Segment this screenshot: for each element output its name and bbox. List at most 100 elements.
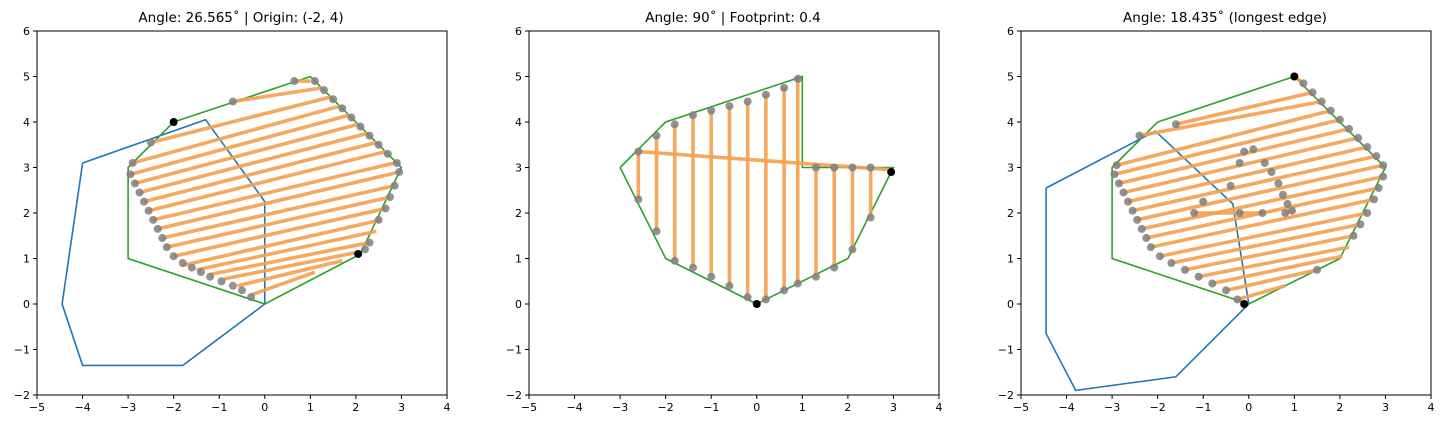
plot-area (619, 74, 896, 308)
waypoint-point (1235, 209, 1244, 217)
sweep-path-segment (250, 270, 316, 297)
x-tick-label: 0 (753, 401, 760, 414)
rotated-polygon-line (1045, 130, 1250, 392)
waypoint-point (146, 138, 155, 147)
waypoint-point (1374, 183, 1383, 192)
x-tick-label: −2 (166, 401, 182, 414)
y-tick-label: 0 (1007, 298, 1014, 311)
waypoint-point (247, 293, 256, 302)
waypoint-point (1190, 209, 1199, 217)
sweep-path-segment (1139, 99, 1322, 138)
sweep-path-segment (223, 249, 361, 281)
x-tick-label: 0 (1245, 401, 1252, 414)
waypoint-point (1119, 188, 1128, 197)
waypoint-point (1370, 195, 1379, 204)
y-tick-label: 5 (515, 71, 522, 84)
waypoint-point (1146, 243, 1155, 252)
x-tick-label: −5 (521, 401, 537, 414)
endpoint-marker (1290, 72, 1299, 81)
x-tick-label: −2 (658, 401, 674, 414)
y-tick-label: −2 (14, 389, 30, 402)
sweep-path-segment (132, 104, 341, 165)
waypoint-point (725, 102, 734, 111)
endpoint-marker (169, 118, 178, 126)
waypoint-point (689, 263, 697, 272)
sweep-path-segment (134, 122, 359, 186)
x-tick-label: 2 (352, 401, 359, 414)
y-tick-label: −1 (14, 344, 30, 357)
y-tick-label: 6 (515, 25, 522, 38)
waypoint-point (1235, 158, 1244, 167)
endpoint-marker (354, 249, 363, 258)
x-tick-label: −5 (1013, 401, 1029, 414)
x-tick-label: 1 (307, 401, 314, 414)
y-tick-label: 4 (515, 116, 522, 129)
waypoint-point (197, 268, 205, 277)
waypoint-point (1208, 279, 1217, 288)
x-tick-label: −1 (211, 401, 227, 414)
waypoint-point (1267, 168, 1276, 177)
x-tick-label: 3 (1382, 401, 1389, 414)
waypoint-point (135, 188, 144, 197)
waypoint-point (169, 252, 178, 261)
sweep-path-segment (157, 170, 400, 231)
subplot-2-title: Angle: 90˚ | Footprint: 0.4 (645, 9, 820, 26)
waypoint-point (812, 163, 820, 172)
waypoint-point (1349, 231, 1358, 240)
waypoint-point (217, 277, 226, 286)
waypoint-point (761, 295, 770, 304)
waypoint-point (140, 197, 149, 206)
waypoint-point (1194, 272, 1203, 281)
sweep-path-segment (1127, 145, 1368, 204)
waypoint-point (1345, 124, 1353, 133)
waypoint-point (1326, 106, 1335, 115)
waypoint-point (149, 215, 158, 224)
waypoint-point (238, 286, 246, 295)
waypoint-point (1142, 234, 1151, 243)
waypoint-point (158, 234, 167, 243)
subplot-1: Angle: 26.565˚ | Origin: (-2, 4) −5 −4 −3 −… (14, 9, 451, 414)
x-tick-label: −4 (74, 401, 90, 414)
plot-area (61, 75, 404, 367)
y-tick-label: 0 (515, 298, 522, 311)
waypoint-point (634, 195, 643, 204)
waypoint-point (670, 120, 679, 129)
waypoint-point (126, 170, 135, 179)
waypoint-point (1278, 190, 1287, 199)
sweep-path-segment (166, 195, 391, 249)
axes-frame (528, 30, 940, 396)
y-tick-label: −1 (998, 344, 1014, 357)
waypoint-point (374, 140, 383, 149)
waypoint-point (320, 86, 328, 95)
waypoint-point (812, 272, 820, 281)
subplot-3: Angle: 18.435˚ (longest edge) −5 −4 −3 −2 −1… (998, 9, 1435, 414)
x-tick-label: 1 (1291, 401, 1298, 414)
waypoint-point (1171, 120, 1180, 129)
sweep-path-segment (1170, 222, 1361, 265)
waypoint-point (1226, 181, 1235, 190)
x-tick-label: −5 (29, 401, 45, 414)
waypoint-point (1379, 172, 1388, 181)
waypoint-point (670, 256, 679, 265)
waypoint-point (386, 193, 395, 202)
waypoint-point (793, 74, 802, 83)
y-tick-label: 6 (1007, 25, 1014, 38)
waypoint-point (848, 163, 857, 172)
waypoint-point (187, 263, 196, 272)
x-tick-label: 3 (890, 401, 897, 414)
sweep-path-segment (143, 140, 377, 204)
waypoint-point (761, 90, 770, 99)
sweep-path-segment (148, 149, 386, 213)
sweep-path-segment (1141, 174, 1384, 231)
x-tick-label: −2 (1150, 401, 1166, 414)
waypoint-point (1372, 152, 1381, 161)
endpoint-marker (887, 168, 896, 177)
waypoint-point (1240, 147, 1249, 156)
waypoint-point (1379, 161, 1388, 170)
y-tick-label: 3 (1007, 162, 1014, 175)
waypoint-point (1222, 286, 1230, 295)
y-tick-label: 2 (23, 207, 30, 220)
waypoint-point (1133, 215, 1142, 224)
waypoint-point (390, 181, 399, 190)
waypoint-point (365, 131, 374, 140)
